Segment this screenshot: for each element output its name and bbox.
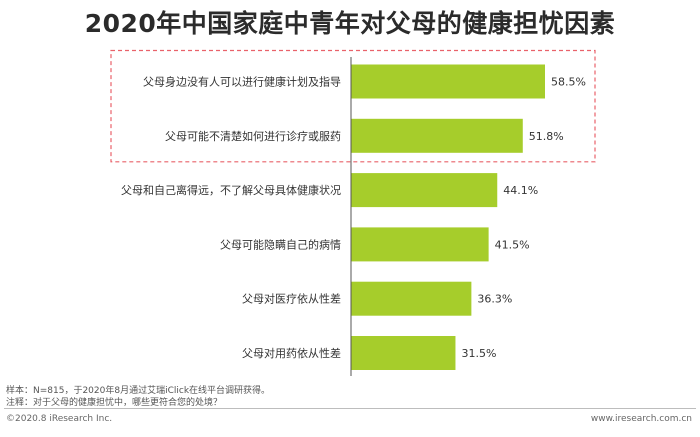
chart-title: 2020年中国家庭中青年对父母的健康担忧因素 (84, 9, 616, 38)
bar (351, 173, 498, 208)
footer-copyright: ©2020.8 iResearch Inc. (6, 414, 113, 424)
data-label: 41.5% (495, 238, 530, 251)
category-label: 父母可能隐瞒自己的病情 (220, 237, 341, 251)
bar (351, 227, 489, 262)
data-label: 36.3% (477, 293, 512, 306)
category-label: 父母对医疗依从性差 (242, 292, 341, 306)
highlight-box (110, 49, 596, 163)
category-label: 父母和自己离得远，不了解父母具体健康状况 (121, 183, 341, 197)
category-label: 父母身边没有人可以进行健康计划及指导 (143, 75, 341, 89)
footer-website: www.iresearch.com.cn (590, 414, 692, 424)
data-label: 44.1% (503, 184, 538, 197)
bar (351, 281, 472, 316)
remark-note: 注释：对于父母的健康担忧中，哪些更符合您的处境？ (6, 398, 223, 408)
data-label: 58.5% (551, 76, 586, 89)
sample-note: 样本：N=815，于2020年8月通过艾瑞iClick在线平台调研获得。 (6, 386, 271, 396)
bar (351, 118, 523, 153)
category-label: 父母对用药依从性差 (242, 346, 341, 360)
bar (351, 336, 456, 370)
footer-divider (4, 408, 696, 409)
category-label: 父母可能不清楚如何进行诊疗或服药 (165, 129, 341, 143)
bar (351, 64, 545, 99)
data-label: 31.5% (461, 347, 496, 360)
data-label: 51.8% (529, 130, 564, 143)
